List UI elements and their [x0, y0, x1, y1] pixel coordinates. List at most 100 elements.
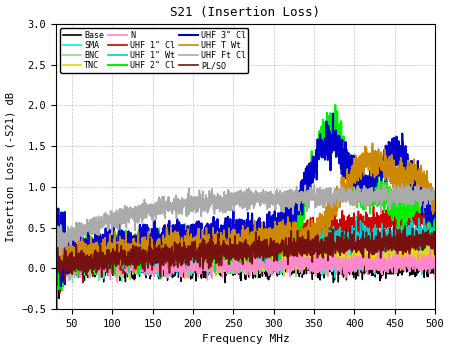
UHF 1" Cl — [352, 221, 357, 225]
Line: UHF 3" Cl: UHF 3" Cl — [56, 114, 435, 286]
PL/SO — [228, 249, 233, 253]
UHF Ft Cl — [238, 197, 243, 201]
TNC — [238, 261, 243, 266]
UHF 2" Cl — [352, 187, 357, 191]
UHF 1" Wt — [432, 231, 438, 235]
UHF 1" Cl — [432, 209, 438, 214]
TNC — [54, 225, 60, 229]
Legend: Base, SMA, BNC, TNC, N, UHF 1" Cl, UHF 1" Wt, UHF 2" Cl, UHF 3" Cl, UHF T Wt, UH: Base, SMA, BNC, TNC, N, UHF 1" Cl, UHF 1… — [60, 28, 248, 73]
Line: PL/SO: PL/SO — [56, 223, 435, 281]
Base — [352, 262, 357, 266]
UHF 2" Cl — [54, 306, 59, 310]
UHF 1" Cl — [72, 261, 78, 266]
N — [422, 266, 427, 271]
UHF Ft Cl — [228, 200, 233, 204]
UHF 3" Cl — [330, 112, 336, 116]
UHF 3" Cl — [238, 240, 243, 244]
N — [237, 245, 242, 249]
Line: UHF 2" Cl: UHF 2" Cl — [56, 105, 435, 308]
UHF 1" Wt — [72, 265, 78, 269]
PL/SO — [238, 250, 243, 254]
N — [432, 278, 438, 282]
TNC — [422, 262, 427, 266]
UHF 2" Cl — [432, 232, 438, 236]
BNC — [422, 256, 427, 260]
Line: UHF T Wt: UHF T Wt — [56, 143, 435, 275]
N — [115, 280, 120, 284]
UHF T Wt — [72, 259, 78, 263]
UHF Ft Cl — [422, 198, 427, 203]
UHF 1" Cl — [422, 217, 427, 221]
PL/SO — [53, 260, 58, 264]
UHF T Wt — [238, 235, 243, 239]
UHF 1" Wt — [53, 248, 58, 253]
SMA — [68, 277, 73, 281]
PL/SO — [352, 243, 357, 247]
Base — [56, 296, 62, 301]
BNC — [228, 248, 233, 253]
UHF Ft Cl — [432, 195, 438, 199]
UHF T Wt — [422, 177, 427, 182]
UHF 3" Cl — [432, 212, 438, 216]
PL/SO — [422, 241, 427, 246]
PL/SO — [432, 241, 438, 246]
UHF 3" Cl — [53, 271, 58, 275]
UHF Ft Cl — [422, 188, 427, 193]
BNC — [55, 228, 61, 232]
UHF T Wt — [370, 141, 375, 145]
Base — [160, 246, 166, 251]
UHF 3" Cl — [72, 247, 78, 252]
UHF 1" Wt — [422, 236, 427, 240]
UHF 2" Cl — [333, 103, 338, 107]
UHF 1" Cl — [53, 281, 58, 285]
N — [228, 263, 233, 267]
N — [352, 270, 357, 274]
TNC — [422, 248, 427, 252]
UHF T Wt — [228, 244, 233, 248]
TNC — [184, 276, 190, 280]
X-axis label: Frequency MHz: Frequency MHz — [202, 335, 289, 344]
UHF 1" Wt — [352, 240, 357, 244]
UHF 2" Cl — [53, 253, 58, 257]
Line: SMA: SMA — [56, 240, 435, 279]
BNC — [238, 248, 243, 252]
UHF 1" Wt — [58, 271, 63, 275]
N — [422, 253, 427, 257]
UHF 2" Cl — [422, 210, 427, 214]
BNC — [53, 241, 58, 245]
SMA — [352, 254, 357, 258]
UHF T Wt — [83, 273, 89, 277]
Line: UHF 1" Cl: UHF 1" Cl — [56, 199, 435, 315]
BNC — [73, 253, 78, 258]
UHF 1" Cl — [422, 222, 427, 226]
SMA — [53, 248, 58, 252]
SMA — [73, 264, 78, 268]
UHF 3" Cl — [228, 217, 233, 221]
Line: BNC: BNC — [56, 230, 435, 283]
Base — [72, 263, 78, 267]
PL/SO — [62, 279, 68, 283]
Base — [422, 260, 427, 264]
UHF Ft Cl — [53, 249, 58, 253]
Line: N: N — [56, 247, 435, 282]
Base — [432, 258, 438, 262]
SMA — [422, 261, 427, 265]
UHF 3" Cl — [58, 284, 63, 288]
BNC — [432, 248, 438, 253]
Line: UHF Ft Cl: UHF Ft Cl — [56, 184, 435, 261]
Title: S21 (Insertion Loss): S21 (Insertion Loss) — [171, 6, 320, 19]
UHF Ft Cl — [352, 195, 357, 199]
TNC — [72, 262, 78, 267]
Y-axis label: Insertion Loss (-S21) dB: Insertion Loss (-S21) dB — [5, 92, 16, 242]
UHF 2" Cl — [422, 198, 427, 202]
UHF 3" Cl — [422, 198, 427, 203]
BNC — [352, 254, 357, 258]
BNC — [70, 281, 75, 285]
N — [72, 273, 78, 277]
SMA — [238, 253, 243, 257]
UHF 1" Wt — [404, 212, 409, 216]
UHF 1" Cl — [238, 241, 243, 245]
TNC — [53, 261, 58, 266]
N — [238, 261, 243, 266]
Line: Base: Base — [56, 248, 435, 299]
